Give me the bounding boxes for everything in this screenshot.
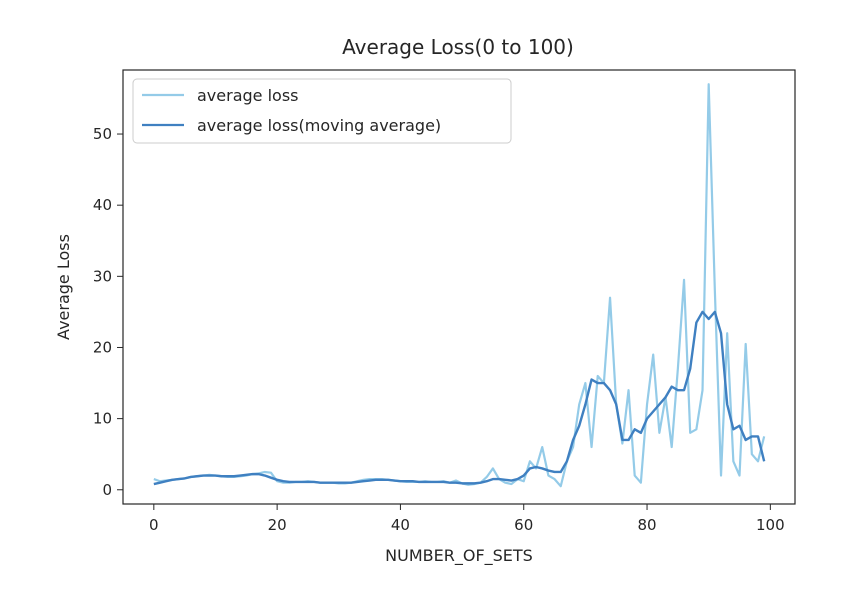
legend-box xyxy=(132,78,512,144)
x-tick-label: 80 xyxy=(637,516,656,534)
y-tick-label: 50 xyxy=(93,125,112,143)
x-axis-label: NUMBER_OF_SETS xyxy=(385,546,533,566)
y-axis: 0 10 20 30 40 50 xyxy=(93,125,123,499)
chart-title: Average Loss(0 to 100) xyxy=(342,35,574,59)
x-tick-label: 0 xyxy=(149,516,159,534)
y-tick-label: 30 xyxy=(93,267,112,285)
y-tick-label: 10 xyxy=(93,410,112,428)
y-tick-label: 0 xyxy=(102,481,112,499)
y-axis-label: Average Loss xyxy=(54,234,73,340)
series-line-moving-average xyxy=(153,310,766,486)
legend-label-average-loss: average loss xyxy=(197,86,299,105)
plot-frame xyxy=(122,69,796,505)
x-tick-label: 100 xyxy=(756,516,785,534)
x-axis: 0 20 40 60 80 100 xyxy=(149,504,785,534)
x-tick-label: 20 xyxy=(268,516,287,534)
series-layer xyxy=(153,83,766,488)
y-tick-label: 20 xyxy=(93,338,112,356)
y-tick-label: 40 xyxy=(93,196,112,214)
x-tick-label: 60 xyxy=(514,516,533,534)
legend-label-moving-average: average loss(moving average) xyxy=(197,116,441,135)
legend: average loss average loss(moving average… xyxy=(132,78,512,144)
x-tick-label: 40 xyxy=(391,516,410,534)
